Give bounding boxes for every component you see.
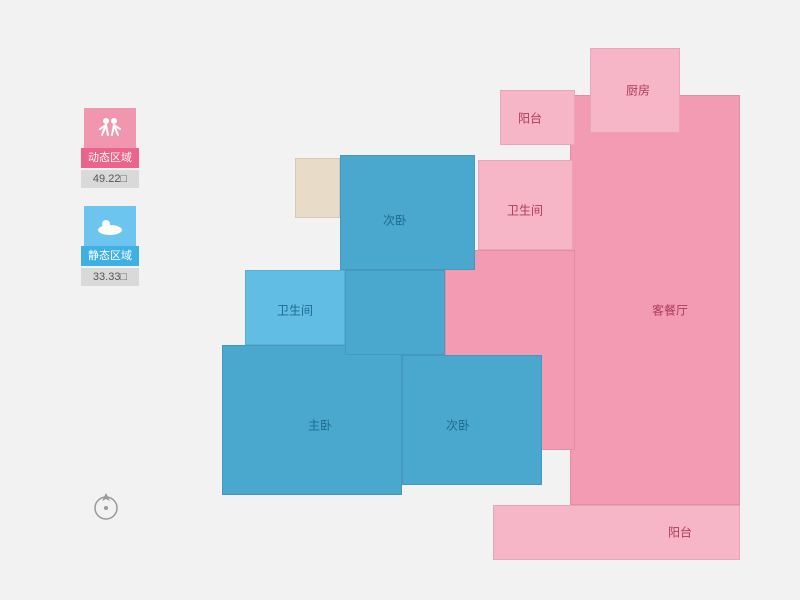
room-label-bed2b: 次卧 bbox=[446, 417, 470, 434]
room-corridor bbox=[345, 270, 445, 355]
legend-dynamic-label: 动态区域 bbox=[81, 148, 139, 168]
room-label-kitchen: 厨房 bbox=[626, 82, 650, 99]
floor-plan: 客餐厅厨房阳台卫生间阳台次卧卫生间主卧次卧 bbox=[200, 20, 760, 580]
legend-static: 静态区域 33.33□ bbox=[76, 206, 144, 286]
room-bed2b bbox=[402, 355, 542, 485]
legend-dynamic: 动态区域 49.22□ bbox=[76, 108, 144, 188]
room-label-bed1: 主卧 bbox=[308, 417, 332, 434]
room-label-bath2: 卫生间 bbox=[277, 302, 313, 319]
room-balcony2 bbox=[493, 505, 740, 560]
dynamic-zone-icon bbox=[84, 108, 136, 148]
room-bed2a bbox=[340, 155, 475, 270]
legend-static-label: 静态区域 bbox=[81, 246, 139, 266]
room-paleroom bbox=[295, 158, 340, 218]
room-label-living: 客餐厅 bbox=[652, 302, 688, 319]
compass-icon bbox=[90, 490, 122, 522]
static-zone-icon bbox=[84, 206, 136, 246]
room-label-balcony1: 阳台 bbox=[518, 110, 542, 127]
legend-panel: 动态区域 49.22□ 静态区域 33.33□ bbox=[76, 108, 144, 304]
room-label-bath1: 卫生间 bbox=[507, 202, 543, 219]
room-living bbox=[570, 95, 740, 505]
room-label-balcony2: 阳台 bbox=[668, 524, 692, 541]
legend-dynamic-value: 49.22□ bbox=[81, 170, 139, 188]
legend-static-value: 33.33□ bbox=[81, 268, 139, 286]
room-label-bed2a: 次卧 bbox=[383, 212, 407, 229]
